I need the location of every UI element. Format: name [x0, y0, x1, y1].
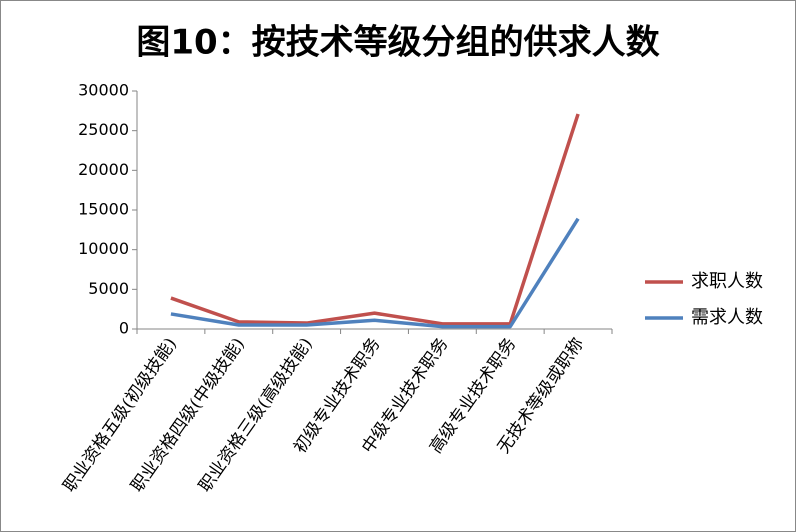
legend-label: 需求人数 [691, 307, 763, 328]
y-tick-label: 15000 [78, 200, 129, 219]
y-tick-label: 5000 [88, 279, 129, 298]
y-tick-label: 10000 [78, 239, 129, 258]
series-line [170, 217, 580, 329]
legend-label: 求职人数 [691, 271, 763, 292]
y-tick-label: 0 [119, 319, 129, 338]
y-tick-label: 30000 [78, 81, 129, 100]
y-tick-label: 20000 [78, 160, 129, 179]
y-tick-label: 25000 [78, 120, 129, 139]
chart-title: 图10：按技术等级分组的供求人数 [136, 23, 659, 63]
